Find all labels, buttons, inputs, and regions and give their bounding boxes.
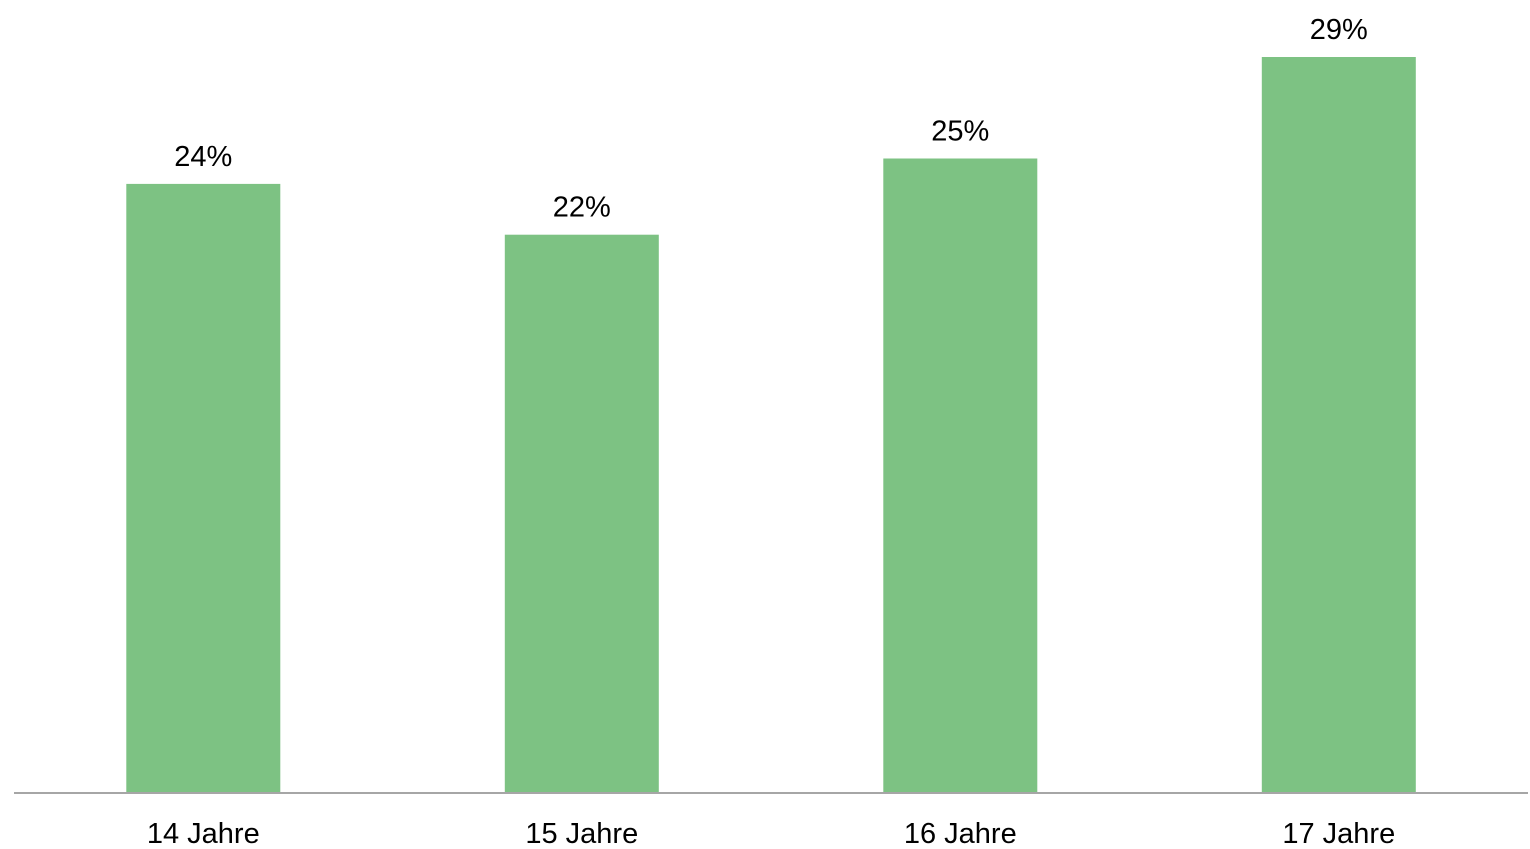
category-label-4: 17 Jahre — [1282, 818, 1395, 849]
bar-1 — [126, 183, 281, 793]
category-label-3: 16 Jahre — [904, 818, 1017, 849]
data-label-4: 29% — [1310, 14, 1368, 46]
category-label-2: 15 Jahre — [525, 818, 638, 849]
data-label-2: 22% — [553, 192, 611, 224]
category-labels-group: 14 Jahre 15 Jahre 16 Jahre 17 Jahre — [147, 818, 1395, 849]
bars-group — [126, 57, 1416, 793]
bar-4 — [1261, 57, 1416, 793]
category-label-1: 14 Jahre — [147, 818, 260, 849]
value-labels-group: 24% 22% 25% 29% — [174, 14, 1368, 224]
bar-2 — [504, 234, 659, 793]
data-label-1: 24% — [174, 141, 232, 173]
bar-3 — [883, 158, 1038, 793]
data-label-3: 25% — [931, 116, 989, 148]
